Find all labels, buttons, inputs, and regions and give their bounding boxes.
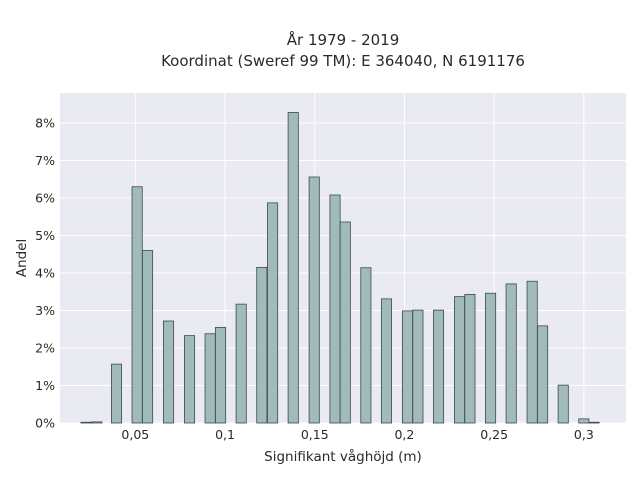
x-tick-label: 0,05 (121, 427, 149, 442)
histogram-bar (308, 176, 320, 424)
histogram-bar (485, 292, 497, 424)
x-tick-label: 0,1 (215, 427, 235, 442)
chart-title-line-1: År 1979 - 2019 (287, 30, 400, 49)
histogram-bar (339, 221, 351, 424)
x-axis-label: Signifikant våghöjd (m) (264, 448, 422, 465)
chart-title-line-2: Koordinat (Sweref 99 TM): E 364040, N 61… (161, 52, 525, 70)
histogram-bar (287, 112, 299, 424)
y-tick-label: 7% (35, 153, 55, 168)
x-tick-label: 0,3 (574, 427, 594, 442)
histogram-bar (526, 280, 538, 424)
y-tick-label: 6% (35, 191, 55, 206)
histogram-bar (91, 421, 103, 424)
x-tick-label: 0,2 (394, 427, 414, 442)
histogram-bar (267, 202, 279, 424)
histogram-bar (235, 303, 247, 424)
histogram-bar (433, 309, 445, 424)
histogram-bar (163, 320, 175, 424)
histogram-bar (142, 250, 154, 424)
y-tick-label: 5% (35, 228, 55, 243)
histogram-bar (184, 335, 196, 424)
histogram-bar (360, 267, 372, 424)
histogram-bar (578, 418, 590, 424)
histogram-bar (204, 333, 216, 424)
y-tick-label: 2% (35, 341, 55, 356)
y-axis-ticks: 0% 1% 2% 3% 4% 5% 6% 7% 8% (35, 116, 55, 431)
x-axis-ticks: 0,05 0,1 0,15 0,2 0,25 0,3 (121, 427, 593, 442)
histogram-bar (454, 296, 466, 424)
histogram-bar (537, 325, 549, 424)
histogram-bar (80, 421, 92, 424)
x-tick-label: 0,15 (301, 427, 329, 442)
x-tick-label: 0,25 (480, 427, 508, 442)
y-tick-label: 8% (35, 116, 55, 131)
histogram-bar (131, 186, 143, 424)
y-tick-label: 4% (35, 266, 55, 281)
y-tick-label: 0% (35, 416, 55, 431)
histogram-bar (256, 266, 268, 424)
bars (80, 112, 600, 424)
histogram-bar (557, 384, 569, 424)
histogram-bar (588, 421, 600, 424)
histogram-bar (505, 283, 517, 424)
y-axis-label: Andel (14, 239, 30, 277)
histogram-bar (380, 298, 393, 424)
histogram-bar (329, 194, 341, 424)
y-tick-label: 1% (35, 378, 55, 393)
histogram-bar (412, 309, 424, 424)
histogram-bar (215, 326, 227, 424)
histogram-bar (110, 363, 123, 424)
y-tick-label: 3% (35, 303, 55, 318)
histogram-bar (464, 293, 476, 424)
histogram-bar (401, 310, 414, 424)
